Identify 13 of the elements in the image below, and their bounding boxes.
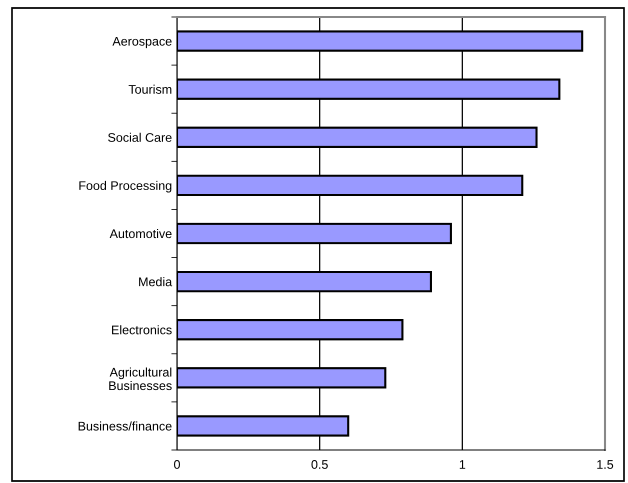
y-tick-label: Food Processing bbox=[79, 180, 172, 193]
y-tick-label: Media bbox=[139, 277, 172, 286]
x-tick-label: 0 bbox=[174, 460, 180, 469]
y-tick-label: Agricultural Businesses bbox=[109, 367, 172, 390]
y-tick-label: Electronics bbox=[112, 325, 172, 334]
y-tick-label: Tourism bbox=[128, 84, 172, 94]
x-tick-label: 1.5 bbox=[597, 460, 614, 469]
x-tick-label: 1 bbox=[460, 460, 466, 469]
y-tick-label: Aerospace bbox=[112, 36, 172, 48]
y-tick-label: Business/finance bbox=[78, 421, 172, 431]
y-tick-label: Social Care bbox=[108, 132, 172, 142]
x-tick-label: 0.5 bbox=[311, 460, 328, 469]
y-tick-label: Automotive bbox=[110, 228, 172, 238]
